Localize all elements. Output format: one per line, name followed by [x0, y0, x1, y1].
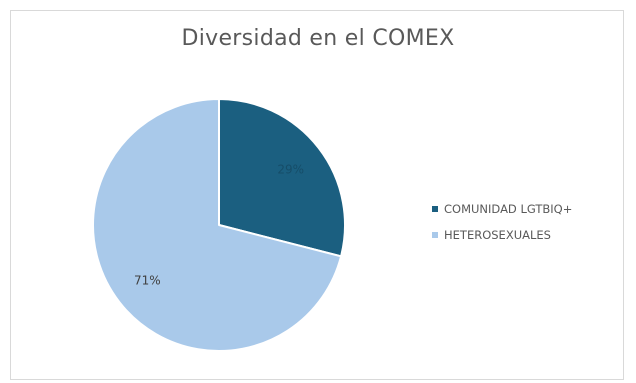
chart-legend: COMUNIDAD LGTBIQ+ HETEROSEXUALES [432, 201, 572, 253]
legend-label-heterosexuales: HETEROSEXUALES [444, 228, 551, 242]
pie-slice-heterosexuales [92, 98, 343, 352]
legend-item-heterosexuales: HETEROSEXUALES [432, 227, 572, 243]
pie-slice-comunidad-lgtbiq [218, 98, 346, 258]
legend-item-comunidad-lgtbiq: COMUNIDAD LGTBIQ+ [432, 201, 572, 217]
legend-label-comunidad-lgtbiq: COMUNIDAD LGTBIQ+ [444, 202, 573, 216]
legend-swatch-heterosexuales [432, 232, 438, 238]
data-label-heterosexuales: 71% [134, 274, 161, 288]
legend-swatch-comunidad-lgtbiq [432, 206, 438, 212]
chart-title: Diversidad en el COMEX [181, 26, 455, 51]
data-label-comunidad-lgtbiq: 29% [277, 162, 304, 176]
